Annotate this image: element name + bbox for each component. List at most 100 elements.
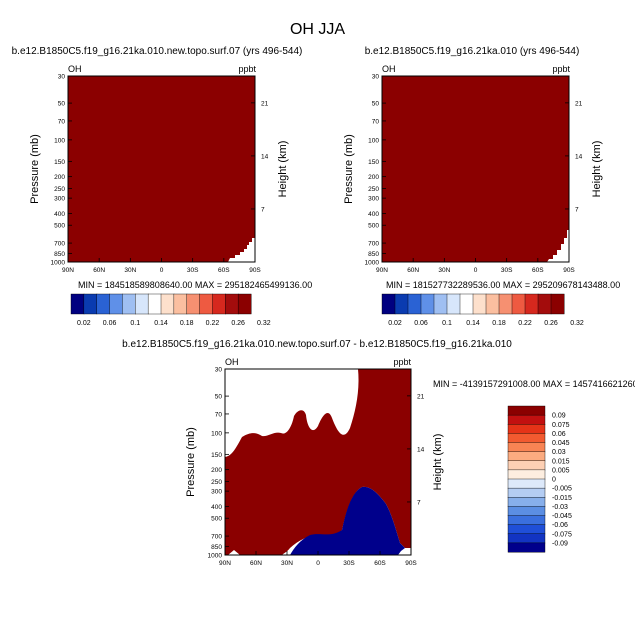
y2-tick-label: 14 (575, 153, 583, 160)
colorbar-label: 0.1 (442, 320, 452, 327)
colorbar-box (507, 451, 546, 462)
colorbar-box (122, 293, 136, 315)
figure-title: OH JJA (290, 21, 345, 38)
topography-mask (228, 238, 255, 262)
colorbar-box (433, 293, 448, 315)
left-string: OH (68, 64, 82, 74)
colorbar-label: 0.22 (518, 320, 532, 327)
colorbar-label: 0.18 (492, 320, 506, 327)
x-tick-label: 60N (250, 560, 262, 567)
colorbar-label: 0.06 (414, 320, 428, 327)
panel-control: b.e12.B1850C5.f19_g16.21ka.010 (yrs 496-… (343, 46, 620, 327)
colorbar-box (225, 293, 239, 315)
y-tick-label: 100 (211, 430, 222, 437)
min-max-stats: MIN = -4139157291008.00 MAX = 1457416621… (433, 379, 635, 389)
colorbar-label: -0.09 (552, 540, 568, 547)
colorbar-box (507, 424, 546, 434)
x-tick-label: 90S (249, 267, 261, 274)
colorbar-box (459, 293, 474, 315)
y-tick-label: 400 (368, 211, 379, 218)
colorbar-box (96, 293, 111, 315)
x-tick-label: 60N (407, 267, 419, 274)
y-tick-label: 150 (211, 452, 222, 459)
y-tick-label: 30 (372, 74, 380, 81)
colorbar-box (507, 497, 546, 507)
x-tick-label: 60N (93, 267, 105, 274)
x-tick-label: 60S (374, 560, 386, 567)
right-string: ppbt (393, 357, 411, 367)
colorbar-label: 0.32 (570, 320, 584, 327)
colorbar-box (511, 293, 526, 315)
y2-tick-label: 14 (261, 153, 269, 160)
y-tick-label: 250 (54, 186, 65, 193)
left-string: OH (382, 64, 396, 74)
y-tick-label: 300 (54, 196, 65, 203)
colorbar-box (507, 542, 546, 553)
colorbar-box (394, 293, 409, 315)
y-tick-label: 400 (54, 211, 65, 218)
colorbar-box (160, 293, 175, 315)
colorbar-box (507, 478, 546, 489)
y-tick-label: 1000 (208, 553, 223, 560)
y-tick-label: 850 (368, 251, 379, 258)
y-tick-label: 70 (215, 411, 223, 418)
y2-tick-label: 21 (575, 100, 583, 107)
colorbar-box (420, 293, 435, 315)
y-tick-label: 400 (211, 504, 222, 511)
colorbar-box (147, 293, 162, 315)
panel-difference: b.e12.B1850C5.f19_g16.21ka.010.new.topo.… (122, 339, 635, 567)
colorbar-box (507, 533, 546, 544)
colorbar-box (507, 515, 546, 526)
y-tick-label: 100 (368, 137, 379, 144)
colorbar-box (135, 293, 149, 315)
colorbar-label: 0.02 (77, 320, 91, 327)
colorbar-box (507, 506, 546, 517)
x-tick-label: 60S (532, 267, 544, 274)
y-tick-label: 50 (58, 101, 66, 108)
colorbar-label: 0.045 (552, 440, 570, 447)
colorbar-box (472, 293, 487, 315)
colorbar-label: -0.045 (552, 513, 572, 520)
y2-tick-label: 14 (417, 446, 425, 453)
colorbar-label: 0.1 (130, 320, 140, 327)
y-axis-label: Pressure (mb) (343, 134, 355, 204)
colorbar-label: -0.005 (552, 486, 572, 493)
panel-new-topo: b.e12.B1850C5.f19_g16.21ka.010.new.topo.… (12, 46, 313, 327)
y-tick-label: 1000 (365, 260, 380, 267)
y-axis-label: Pressure (mb) (29, 134, 41, 204)
colorbar-box (507, 469, 546, 480)
colorbar-box (507, 524, 546, 535)
colorbar-box (507, 442, 546, 453)
y-tick-label: 250 (368, 186, 379, 193)
y-tick-label: 500 (211, 516, 222, 523)
x-tick-label: 90N (219, 560, 231, 567)
colorbar-label: -0.015 (552, 495, 572, 502)
colorbar-box (199, 293, 213, 315)
y-tick-label: 30 (58, 74, 66, 81)
y-tick-label: 50 (372, 101, 380, 108)
y-tick-label: 500 (368, 223, 379, 230)
colorbar-box (507, 433, 546, 444)
y2-axis-label: Height (km) (277, 141, 289, 198)
x-tick-label: 0 (316, 560, 320, 567)
colorbar-box (507, 405, 546, 416)
y2-tick-label: 7 (575, 206, 579, 213)
colorbar-box (212, 293, 226, 315)
right-string: ppbt (238, 64, 256, 74)
x-tick-label: 30S (343, 560, 355, 567)
colorbar-box (498, 293, 513, 315)
colorbar-label: 0 (552, 477, 556, 484)
y-tick-label: 200 (211, 467, 222, 474)
colorbar-label: 0.06 (552, 431, 566, 438)
colorbar-box (186, 293, 201, 315)
y-tick-label: 700 (54, 241, 65, 248)
min-max-stats: MIN = 184518589808640.00 MAX = 295182465… (78, 280, 312, 290)
colorbar-label: 0.32 (257, 320, 271, 327)
colorbar-box (485, 293, 500, 315)
y-tick-label: 300 (368, 196, 379, 203)
colorbar-box (237, 293, 252, 315)
left-string: OH (225, 357, 239, 367)
y-tick-label: 250 (211, 479, 222, 486)
y2-axis-label: Height (km) (591, 141, 603, 198)
y-tick-label: 500 (54, 223, 65, 230)
